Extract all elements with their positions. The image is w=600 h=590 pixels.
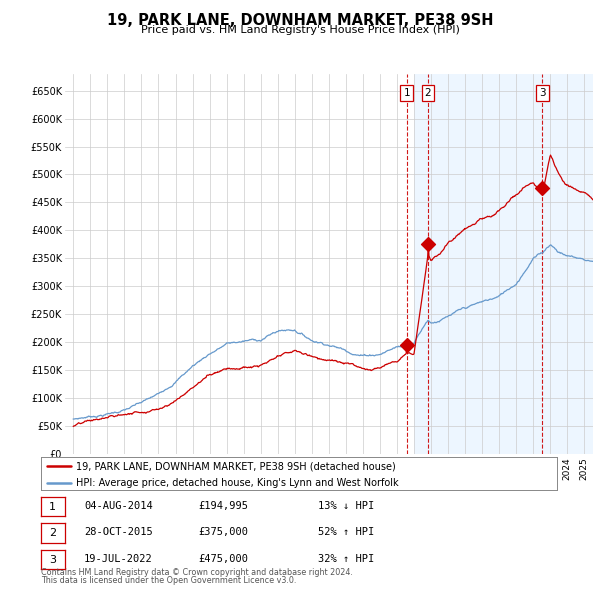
Text: £194,995: £194,995 xyxy=(198,501,248,510)
Text: £475,000: £475,000 xyxy=(198,554,248,563)
Point xyxy=(423,240,433,249)
Text: 2: 2 xyxy=(425,88,431,99)
Bar xyxy=(414,74,593,454)
Text: 19-JUL-2022: 19-JUL-2022 xyxy=(84,554,153,563)
Text: 3: 3 xyxy=(539,88,546,99)
Text: 04-AUG-2014: 04-AUG-2014 xyxy=(84,501,153,510)
Text: This data is licensed under the Open Government Licence v3.0.: This data is licensed under the Open Gov… xyxy=(41,576,296,585)
Text: HPI: Average price, detached house, King's Lynn and West Norfolk: HPI: Average price, detached house, King… xyxy=(76,477,398,487)
Point xyxy=(402,340,412,350)
Text: Contains HM Land Registry data © Crown copyright and database right 2024.: Contains HM Land Registry data © Crown c… xyxy=(41,568,353,577)
Text: 13% ↓ HPI: 13% ↓ HPI xyxy=(318,501,374,510)
Text: 28-OCT-2015: 28-OCT-2015 xyxy=(84,527,153,537)
Point xyxy=(538,183,547,193)
Text: 32% ↑ HPI: 32% ↑ HPI xyxy=(318,554,374,563)
Text: Price paid vs. HM Land Registry's House Price Index (HPI): Price paid vs. HM Land Registry's House … xyxy=(140,25,460,35)
Text: 19, PARK LANE, DOWNHAM MARKET, PE38 9SH: 19, PARK LANE, DOWNHAM MARKET, PE38 9SH xyxy=(107,13,493,28)
Text: 1: 1 xyxy=(49,502,56,512)
Text: 3: 3 xyxy=(49,555,56,565)
Text: 52% ↑ HPI: 52% ↑ HPI xyxy=(318,527,374,537)
Text: 1: 1 xyxy=(404,88,410,99)
Text: 2: 2 xyxy=(49,528,56,538)
Text: £375,000: £375,000 xyxy=(198,527,248,537)
Text: 19, PARK LANE, DOWNHAM MARKET, PE38 9SH (detached house): 19, PARK LANE, DOWNHAM MARKET, PE38 9SH … xyxy=(76,461,395,471)
